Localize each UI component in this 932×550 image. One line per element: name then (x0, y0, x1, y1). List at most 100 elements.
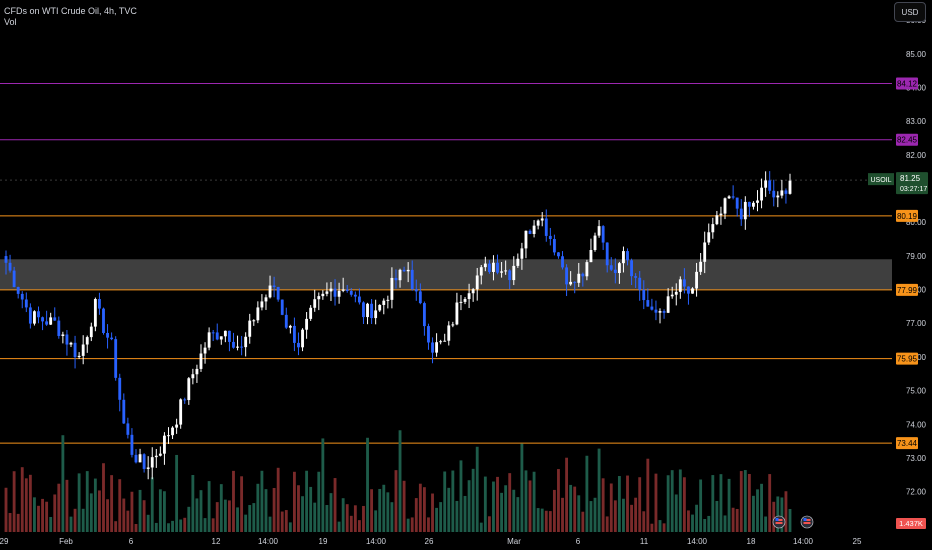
candle (163, 435, 166, 454)
volume-bar (622, 498, 625, 532)
candle (12, 270, 16, 288)
volume-bar (784, 491, 788, 532)
volume-bar (715, 500, 719, 532)
volume-bar (504, 485, 508, 532)
volume-bar (337, 521, 341, 532)
volume-bar (422, 487, 426, 532)
level-badge (896, 77, 918, 90)
volume-label: Vol (4, 17, 17, 27)
volume-bar (175, 454, 179, 532)
candle (126, 423, 130, 435)
currency-button[interactable]: USD (894, 2, 926, 22)
candle (654, 309, 658, 313)
candle (727, 196, 731, 199)
candle (240, 346, 244, 348)
candle (747, 201, 751, 207)
volume-bar (288, 522, 292, 532)
candle (410, 269, 414, 290)
candle (130, 434, 134, 455)
volume-bar (418, 483, 422, 532)
volume-bar (565, 457, 569, 532)
volume-bar (455, 500, 459, 532)
candle (605, 242, 609, 266)
volume-bar (244, 514, 248, 532)
volume-bar (232, 470, 235, 532)
volume-bar (61, 435, 65, 532)
candle (333, 288, 337, 297)
x-tick-label: 12 (212, 537, 221, 546)
volume-bar (613, 500, 617, 532)
candle (760, 187, 763, 201)
volume-bar (496, 476, 499, 532)
y-tick-label: 74.00 (906, 420, 927, 429)
candle (447, 325, 451, 341)
volume-bar (142, 500, 146, 532)
candle (756, 200, 759, 203)
x-tick-label: 11 (640, 537, 649, 546)
volume-bar (479, 522, 483, 532)
volume-bar (362, 505, 365, 532)
volume-bar (118, 479, 122, 532)
candle (463, 299, 467, 302)
volume-bar (297, 485, 300, 532)
candle (49, 317, 53, 325)
candle (199, 353, 203, 369)
volume-badge-label: 1.437K (899, 519, 923, 528)
candle (317, 296, 321, 300)
candle (20, 293, 24, 300)
volume-bar (747, 473, 751, 532)
candle (187, 378, 191, 401)
candle (451, 324, 455, 326)
candle (81, 344, 85, 356)
candle (252, 320, 256, 322)
candle (223, 330, 227, 337)
candle (61, 334, 65, 336)
volume-bar (357, 520, 361, 532)
candle (268, 285, 272, 298)
volume-bar (53, 494, 57, 532)
candle (638, 277, 642, 290)
candle (593, 235, 597, 251)
volume-bar (593, 497, 597, 532)
volume-bar (219, 484, 223, 532)
volume-bar (325, 505, 329, 532)
volume-bar (577, 495, 581, 532)
volume-bar (240, 476, 244, 532)
candle (678, 279, 682, 292)
candle (431, 342, 434, 353)
volume-bar (634, 497, 638, 532)
y-tick-label: 75.00 (906, 387, 927, 396)
candle (487, 263, 491, 272)
candle (203, 347, 207, 354)
candle (585, 262, 589, 277)
candle (723, 198, 727, 214)
volume-bar (374, 510, 378, 532)
candle (357, 296, 361, 303)
volume-bar (349, 515, 353, 532)
candle (548, 235, 552, 240)
y-tick-label: 82.00 (906, 151, 927, 160)
volume-bar (443, 471, 447, 532)
level-badge (896, 133, 918, 146)
volume-bar (589, 501, 593, 532)
volume-bar (699, 479, 703, 532)
candle (366, 303, 369, 318)
candle (256, 307, 260, 321)
volume-bar (317, 471, 321, 532)
candle (731, 196, 735, 198)
zone-layer (0, 259, 892, 290)
candle (394, 277, 398, 281)
flag-stripe (775, 522, 783, 524)
candle (569, 281, 573, 285)
x-tick-label: 14:00 (687, 537, 708, 546)
x-tick-label: 18 (747, 537, 756, 546)
candle (288, 325, 292, 328)
candle (780, 190, 784, 196)
candle (167, 435, 170, 437)
candle (617, 263, 621, 274)
candle (142, 454, 146, 469)
candle (418, 291, 422, 304)
candle (552, 239, 556, 253)
volume-bar (378, 488, 382, 532)
